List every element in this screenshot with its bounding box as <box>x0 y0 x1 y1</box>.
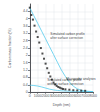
svg-text:1.2: 1.2 <box>23 68 28 72</box>
svg-text:Depth (nm): Depth (nm) <box>53 103 71 107</box>
svg-text:4.4: 4.4 <box>23 9 28 13</box>
svg-text:Carbon mass fraction (%): Carbon mass fraction (%) <box>8 28 12 68</box>
svg-text:3000: 3000 <box>50 94 58 98</box>
svg-text:1.6: 1.6 <box>23 61 28 65</box>
svg-text:3.6: 3.6 <box>23 24 28 28</box>
svg-text:2: 2 <box>26 53 28 57</box>
svg-text:0.8: 0.8 <box>23 75 28 79</box>
svg-text:2.8: 2.8 <box>23 39 28 43</box>
svg-text:0.4: 0.4 <box>23 83 28 87</box>
svg-text:3.2: 3.2 <box>23 31 28 35</box>
svg-text:Simulated carbon profile: Simulated carbon profile <box>50 32 85 36</box>
svg-text:2000: 2000 <box>42 94 50 98</box>
svg-text:after surface correction: after surface correction <box>50 36 83 40</box>
svg-text:6000: 6000 <box>73 94 81 98</box>
svg-text:Microprobe analyses: Microprobe analyses <box>66 76 96 80</box>
svg-text:0: 0 <box>29 94 31 98</box>
svg-text:5000: 5000 <box>65 94 73 98</box>
svg-text:2.4: 2.4 <box>23 46 28 50</box>
svg-text:7000: 7000 <box>81 94 89 98</box>
svg-text:0: 0 <box>26 90 28 94</box>
svg-text:4: 4 <box>26 17 28 21</box>
svg-text:4000: 4000 <box>58 94 66 98</box>
svg-text:without surface correction: without surface correction <box>47 82 84 86</box>
svg-text:8000: 8000 <box>89 94 97 98</box>
svg-text:1000: 1000 <box>34 94 42 98</box>
